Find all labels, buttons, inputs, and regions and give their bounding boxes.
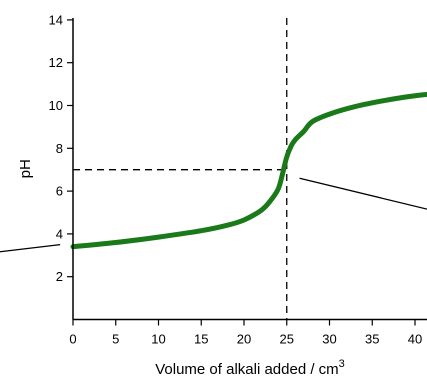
x-tick-label-10: 10 xyxy=(151,332,165,347)
y-tick-label-14: 14 xyxy=(49,12,63,27)
pointer-line-2 xyxy=(299,177,427,210)
ph-curve-line xyxy=(70,91,427,250)
y-axis-title: pH xyxy=(17,159,34,178)
x-axis-title-superscript: 3 xyxy=(339,358,345,370)
y-tick-label-12: 12 xyxy=(49,55,63,70)
x-tick-label-35: 35 xyxy=(365,332,379,347)
x-tick-label-0: 0 xyxy=(69,332,76,347)
x-tick-label-25: 25 xyxy=(280,332,294,347)
x-axis-title: Volume of alkali added / cm3 xyxy=(155,358,345,378)
x-tick-label-30: 30 xyxy=(322,332,336,347)
tick-labels: 0 5 10 15 20 25 30 35 40 2 4 6 8 10 12 14 xyxy=(49,12,423,346)
x-tick-label-40: 40 xyxy=(408,332,422,347)
x-axis-title-text: Volume of alkali added / cm xyxy=(155,361,338,378)
x-tick-label-20: 20 xyxy=(237,332,251,347)
x-tick-label-5: 5 xyxy=(112,332,119,347)
tick-marks xyxy=(67,19,416,326)
y-tick-label-6: 6 xyxy=(56,184,63,199)
y-tick-label-4: 4 xyxy=(56,226,63,241)
y-tick-label-10: 10 xyxy=(49,98,63,113)
y-tick-label-2: 2 xyxy=(56,269,63,284)
axes xyxy=(72,18,427,321)
plot-area xyxy=(0,18,427,320)
x-tick-label-15: 15 xyxy=(194,332,208,347)
pointer-line-1 xyxy=(0,243,61,253)
y-tick-label-8: 8 xyxy=(56,141,63,156)
